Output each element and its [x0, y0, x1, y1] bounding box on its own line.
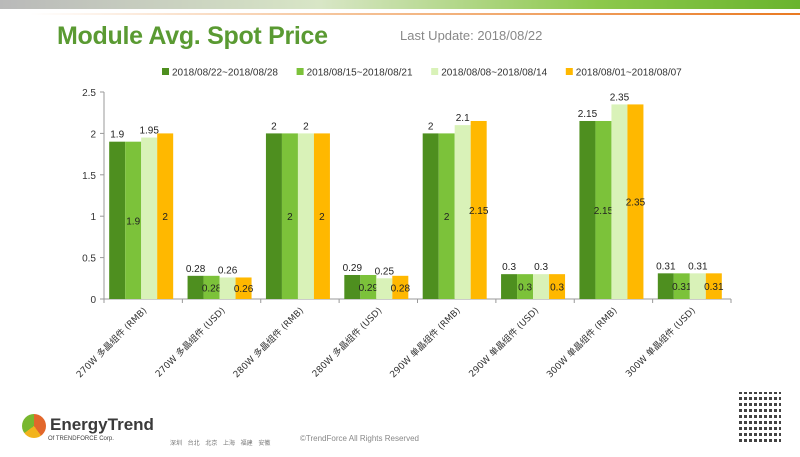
- legend-label: 2018/08/01~2018/08/07: [576, 68, 682, 79]
- x-tick-label: 280W 多晶组件 (USD): [309, 305, 384, 380]
- bar: [595, 120, 612, 299]
- legend-label: 2018/08/15~2018/08/21: [307, 68, 413, 79]
- data-label: 2: [319, 212, 325, 223]
- office-cities: 深圳 台北 北京 上海 福建 安徽: [170, 441, 271, 447]
- y-tick-label: 0: [90, 295, 96, 306]
- bar: [611, 104, 628, 299]
- header-band: [0, 0, 800, 9]
- data-label: 2: [271, 121, 277, 132]
- header-divider: [30, 13, 800, 15]
- last-update: Last Update: 2018/08/22: [400, 28, 543, 43]
- x-tick-label: 280W 多晶组件 (RMB): [230, 305, 306, 381]
- data-label: 0.3: [502, 262, 516, 273]
- bar: [579, 120, 596, 299]
- x-tick-label: 300W 单晶组件 (RMB): [544, 305, 620, 381]
- bar: [281, 133, 298, 299]
- data-label: 0.25: [375, 266, 395, 277]
- bar: [187, 275, 204, 299]
- data-label: 0.3: [550, 283, 564, 294]
- data-label: 0.31: [688, 261, 708, 272]
- brand-name: EnergyTrend: [50, 415, 154, 434]
- bar: [203, 275, 220, 299]
- data-label: 1.9: [110, 130, 124, 141]
- bar: [344, 274, 361, 299]
- bar: [125, 141, 142, 299]
- data-label: 2.35: [626, 198, 646, 209]
- bar: [109, 141, 126, 299]
- y-tick-label: 2: [90, 129, 96, 140]
- data-label: 2: [303, 121, 309, 132]
- bar: [627, 104, 644, 299]
- data-label: 2.15: [469, 206, 489, 217]
- bar: [360, 274, 377, 299]
- data-label: 2: [444, 212, 450, 223]
- copyright: ©TrendForce All Rights Reserved: [300, 434, 419, 443]
- bar: [454, 125, 471, 300]
- data-label: 2.1: [456, 113, 470, 124]
- data-label: 2: [428, 121, 434, 132]
- bar: [517, 274, 534, 299]
- data-label: 0.28: [391, 283, 411, 294]
- data-label: 0.31: [672, 282, 692, 293]
- bar: [501, 274, 518, 299]
- bar: [376, 278, 393, 299]
- page-title: Module Avg. Spot Price: [57, 22, 328, 50]
- bar: [265, 133, 282, 299]
- bar: [549, 274, 566, 299]
- data-label: 0.28: [186, 264, 206, 275]
- leaf-logo-icon: [22, 414, 46, 438]
- bar: [657, 273, 674, 299]
- bar: [689, 273, 706, 299]
- data-label: 0.3: [534, 262, 548, 273]
- legend-label: 2018/08/08~2018/08/14: [441, 68, 547, 79]
- legend-swatch: [565, 68, 573, 75]
- bar: [438, 133, 455, 299]
- bar: [392, 275, 409, 299]
- data-label: 0.31: [704, 282, 724, 293]
- bar: [533, 274, 550, 299]
- data-label: 2: [162, 212, 168, 223]
- data-label: 2.35: [610, 92, 630, 103]
- bar: [141, 137, 158, 299]
- data-label: 0.31: [656, 261, 676, 272]
- y-tick-label: 0.5: [82, 254, 96, 265]
- data-label: 1.95: [139, 126, 159, 137]
- bar: [219, 277, 236, 299]
- data-label: 2: [287, 212, 293, 223]
- bar: [157, 133, 174, 299]
- brand-sub: Of TRENDFORCE Corp.: [48, 436, 114, 442]
- x-tick-label: 290W 单晶组件 (USD): [466, 305, 541, 380]
- bar: [673, 273, 690, 299]
- bar: [235, 277, 252, 299]
- y-tick-label: 2.5: [82, 88, 96, 99]
- data-label: 0.29: [343, 263, 363, 274]
- data-label: 2.15: [578, 109, 598, 120]
- data-label: 0.26: [234, 284, 254, 295]
- data-label: 0.29: [359, 283, 379, 294]
- legend-swatch: [296, 68, 304, 75]
- data-label: 0.28: [202, 283, 222, 294]
- bar: [313, 133, 330, 299]
- data-label: 0.3: [518, 283, 532, 294]
- x-tick-label: 270W 多晶组件 (RMB): [74, 305, 150, 381]
- bar: [705, 273, 722, 299]
- qr-code-icon: [739, 392, 781, 442]
- legend-label: 2018/08/22~2018/08/28: [172, 68, 278, 79]
- data-label: 1.9: [126, 216, 140, 227]
- data-label: 2.15: [594, 206, 614, 217]
- legend-swatch: [431, 68, 439, 75]
- x-tick-label: 270W 多晶组件 (USD): [153, 305, 228, 380]
- data-label: 0.26: [218, 265, 238, 276]
- bar: [470, 120, 487, 299]
- y-tick-label: 1: [90, 212, 96, 223]
- legend-swatch: [162, 68, 169, 75]
- x-tick-label: 300W 单晶组件 (USD): [623, 305, 698, 380]
- y-tick-label: 1.5: [82, 171, 96, 182]
- x-tick-label: 290W 单晶组件 (RMB): [387, 305, 463, 381]
- bar: [297, 133, 314, 299]
- bar: [422, 133, 439, 299]
